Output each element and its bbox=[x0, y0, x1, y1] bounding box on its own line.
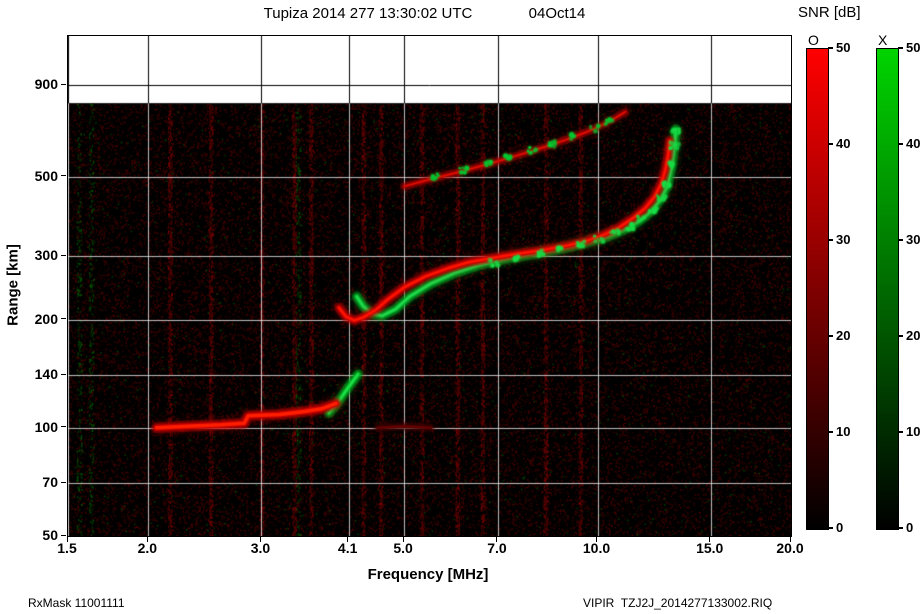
y-tick-mark bbox=[61, 373, 66, 375]
y-tick-mark bbox=[61, 83, 66, 85]
colorbar-tick-label: 10 bbox=[906, 424, 921, 439]
colorbar-tick-label: 30 bbox=[906, 232, 921, 247]
x-tick-mark bbox=[259, 537, 261, 542]
colorbar-tick-label: 0 bbox=[836, 520, 844, 535]
colorbar-tick-label: 10 bbox=[836, 424, 851, 439]
y-tick-label: 300 bbox=[34, 247, 58, 264]
y-tick-mark bbox=[61, 426, 66, 428]
plot-title: Tupiza 2014 277 13:30:02 UTC bbox=[263, 5, 473, 22]
colorbar-tick-label: 50 bbox=[836, 40, 851, 55]
y-tick-mark bbox=[61, 254, 66, 256]
y-tick-label: 50 bbox=[42, 527, 58, 543]
plot-date: 04Oct14 bbox=[528, 5, 586, 22]
colorbar-tick-mark bbox=[898, 47, 903, 49]
colorbar-tick-mark bbox=[828, 47, 833, 49]
colorbar-tick-mark bbox=[828, 239, 833, 241]
x-tick-label: 3.0 bbox=[250, 540, 271, 556]
x-tick-label: 7.0 bbox=[487, 540, 507, 556]
x-tick-mark bbox=[709, 537, 711, 542]
colorbar-tick-mark bbox=[898, 527, 903, 529]
x-mode-label: X bbox=[878, 32, 888, 48]
colorbar-tick-mark bbox=[898, 431, 903, 433]
colorbar-x bbox=[876, 48, 899, 530]
x-tick-label: 1.5 bbox=[57, 540, 77, 556]
colorbar-title: SNR [dB] bbox=[798, 4, 861, 21]
x-tick-mark bbox=[496, 537, 498, 542]
y-tick-mark bbox=[61, 175, 66, 177]
colorbar-tick-mark bbox=[828, 527, 833, 529]
y-tick-label: 900 bbox=[34, 76, 58, 92]
x-tick-label: 2.0 bbox=[137, 540, 158, 556]
o-mode-label: O bbox=[808, 32, 819, 48]
x-tick-mark bbox=[596, 537, 598, 542]
colorbar-tick-mark bbox=[828, 143, 833, 145]
y-tick-mark bbox=[61, 481, 66, 483]
colorbar-tick-mark bbox=[898, 335, 903, 337]
x-tick-mark bbox=[789, 537, 791, 542]
x-tick-label: 15.0 bbox=[696, 540, 724, 556]
colorbar-tick-label: 0 bbox=[906, 520, 914, 535]
ionogram-canvas bbox=[67, 35, 792, 537]
y-tick-mark bbox=[61, 534, 66, 536]
colorbar-tick-label: 20 bbox=[836, 328, 851, 343]
colorbar-tick-mark bbox=[898, 239, 903, 241]
colorbar-o bbox=[806, 48, 829, 530]
x-tick-label: 20.0 bbox=[776, 540, 804, 556]
x-tick-label: 4.1 bbox=[337, 540, 358, 556]
y-tick-label: 70 bbox=[42, 474, 58, 491]
y-tick-label: 200 bbox=[34, 310, 58, 327]
y-tick-label: 100 bbox=[34, 418, 58, 435]
x-tick-mark bbox=[402, 537, 404, 542]
colorbar-tick-mark bbox=[828, 431, 833, 433]
x-tick-label: 10.0 bbox=[582, 540, 611, 556]
colorbar-tick-label: 20 bbox=[906, 328, 921, 343]
colorbar-tick-mark bbox=[898, 143, 903, 145]
x-tick-mark bbox=[66, 537, 68, 542]
y-tick-label: 500 bbox=[34, 167, 58, 184]
x-tick-label: 5.0 bbox=[393, 540, 413, 556]
y-tick-label: 140 bbox=[34, 366, 58, 383]
x-tick-mark bbox=[347, 537, 349, 542]
file-name-text: VIPIR TZJ2J_2014277133002.RIQ bbox=[583, 596, 773, 610]
colorbar-tick-label: 40 bbox=[906, 136, 921, 151]
colorbar-tick-label: 40 bbox=[836, 136, 851, 151]
rxmask-text: RxMask 11001111 bbox=[28, 596, 125, 610]
colorbar-tick-label: 50 bbox=[906, 40, 921, 55]
colorbar-tick-mark bbox=[828, 335, 833, 337]
colorbar-tick-label: 30 bbox=[836, 232, 851, 247]
x-tick-mark bbox=[146, 537, 148, 542]
y-tick-mark bbox=[61, 318, 66, 320]
x-axis-label: Frequency [MHz] bbox=[367, 566, 489, 583]
